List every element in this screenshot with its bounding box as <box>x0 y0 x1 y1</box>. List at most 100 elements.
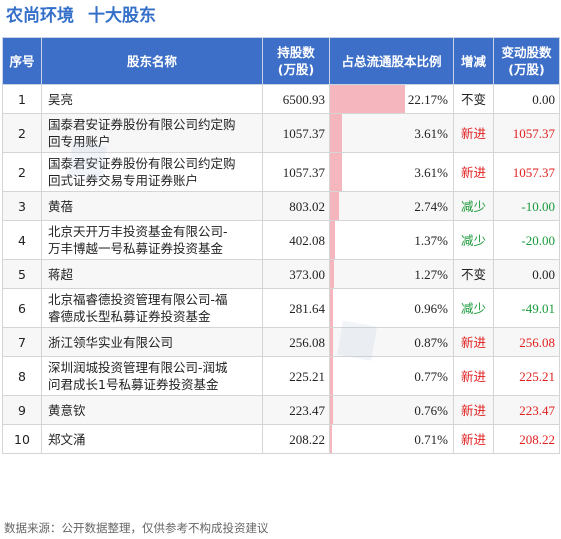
holder-name-line1: 浙江领华实业有限公司 <box>48 334 174 350</box>
ratio-text: 2.74% <box>414 198 448 214</box>
table-row: 2 国泰君安证券股份有限公司约定购 回式证券交易专用证券账户 1057.37 3.61%… <box>2 152 560 192</box>
cell-delta: 225.21 <box>493 356 560 396</box>
cell-ratio: 0.71% <box>329 424 454 454</box>
ratio-bar <box>330 425 333 453</box>
cell-delta: 0.00 <box>493 84 560 114</box>
ratio-bar <box>330 357 333 395</box>
cell-ratio: 22.17% <box>329 84 454 114</box>
cell-shares: 1057.37 <box>262 152 330 192</box>
shareholders-table: 序号 股东名称 持股数 (万股) 占总流通股本比例 增减 变动股数 (万股) 1 吴亮… <box>2 37 560 454</box>
table-row: 1 吴亮 6500.93 22.17% 不变 0.00 <box>2 84 560 114</box>
ratio-bar <box>330 328 333 356</box>
cell-shares: 373.00 <box>262 259 330 289</box>
col-header-delta: 变动股数 (万股) <box>493 37 560 85</box>
cell-ratio: 3.61% <box>329 152 454 192</box>
cell-shares: 803.02 <box>262 191 330 221</box>
cell-shares: 256.08 <box>262 327 330 357</box>
col-header-shares: 持股数 (万股) <box>262 37 330 85</box>
cell-delta: 208.22 <box>493 424 560 454</box>
cell-no: 9 <box>2 395 42 425</box>
cell-holder-name: 黄意钦 <box>41 395 263 425</box>
table-row: 9 黄意钦 223.47 0.76% 新进 223.47 <box>2 395 560 425</box>
cell-delta: 0.00 <box>493 259 560 289</box>
holder-name-line1: 黄意钦 <box>48 402 86 418</box>
ratio-bar <box>330 192 340 220</box>
cell-holder-name: 国泰君安证券股份有限公司约定购 回式证券交易专用证券账户 <box>41 152 263 192</box>
ratio-bar <box>330 260 335 288</box>
cell-delta: 256.08 <box>493 327 560 357</box>
ratio-text: 1.37% <box>414 232 448 248</box>
ratio-text: 0.76% <box>414 402 448 418</box>
cell-change: 新进 <box>453 152 494 192</box>
cell-shares: 225.21 <box>262 356 330 396</box>
cell-ratio: 1.27% <box>329 259 454 289</box>
cell-ratio: 0.77% <box>329 356 454 396</box>
holder-name-line1: 北京天开万丰投资基金有限公司- <box>48 224 228 239</box>
cell-delta: -49.01 <box>493 288 560 328</box>
ratio-text: 1.27% <box>414 266 448 282</box>
holder-name-line2: 回专用账户 <box>48 134 111 149</box>
cell-change: 减少 <box>453 220 494 260</box>
cell-change: 新进 <box>453 424 494 454</box>
holder-name-line1: 蒋超 <box>48 266 74 282</box>
cell-no: 2 <box>2 152 42 192</box>
section-title: 十大股东 <box>88 6 156 26</box>
cell-change: 减少 <box>453 288 494 328</box>
cell-ratio: 1.37% <box>329 220 454 260</box>
cell-ratio: 0.76% <box>329 395 454 425</box>
holder-name-line2: 回式证券交易专用证券账户 <box>48 173 199 188</box>
cell-shares: 1057.37 <box>262 113 330 153</box>
ratio-bar <box>330 289 334 327</box>
cell-holder-name: 吴亮 <box>41 84 263 114</box>
cell-holder-name: 郑文涌 <box>41 424 263 454</box>
cell-delta: -20.00 <box>493 220 560 260</box>
data-source-note: 数据来源：公开数据整理，仅供参考不构成投资建议 <box>4 521 269 535</box>
cell-change: 新进 <box>453 327 494 357</box>
cell-holder-name: 黄蓓 <box>41 191 263 221</box>
cell-holder-name: 浙江领华实业有限公司 <box>41 327 263 357</box>
cell-delta: 1057.37 <box>493 113 560 153</box>
holder-name-line1: 郑文涌 <box>48 431 86 447</box>
cell-change: 不变 <box>453 259 494 289</box>
cell-change: 不变 <box>453 84 494 114</box>
cell-holder-name: 北京天开万丰投资基金有限公司- 万丰博越一号私募证券投资基金 <box>41 220 263 260</box>
cell-no: 4 <box>2 220 42 260</box>
cell-shares: 402.08 <box>262 220 330 260</box>
cell-ratio: 0.96% <box>329 288 454 328</box>
col-header-ratio: 占总流通股本比例 <box>329 37 454 85</box>
cell-delta: 223.47 <box>493 395 560 425</box>
cell-change: 新进 <box>453 113 494 153</box>
col-header-name: 股东名称 <box>41 37 263 85</box>
cell-ratio: 2.74% <box>329 191 454 221</box>
holder-name-line1: 北京福睿德投资管理有限公司-福 <box>48 292 228 307</box>
ratio-text: 0.77% <box>414 368 448 384</box>
cell-shares: 6500.93 <box>262 84 330 114</box>
ratio-text: 3.61% <box>414 125 448 141</box>
table-row: 2 国泰君安证券股份有限公司约定购 回专用账户 1057.37 3.61% 新进 1057.… <box>2 113 560 153</box>
cell-delta: 1057.37 <box>493 152 560 192</box>
cell-no: 1 <box>2 84 42 114</box>
col-header-delta-line1: 变动股数 <box>501 45 552 60</box>
cell-change: 新进 <box>453 356 494 396</box>
cell-ratio: 0.87% <box>329 327 454 357</box>
cell-holder-name: 北京福睿德投资管理有限公司-福 睿德成长型私募证券投资基金 <box>41 288 263 328</box>
table-row: 6 北京福睿德投资管理有限公司-福 睿德成长型私募证券投资基金 281.64 0.96%… <box>2 288 560 328</box>
ratio-bar <box>330 114 343 152</box>
cell-no: 2 <box>2 113 42 153</box>
table-row: 3 黄蓓 803.02 2.74% 减少 -10.00 <box>2 191 560 221</box>
holder-name-line1: 国泰君安证券股份有限公司约定购 <box>48 156 236 171</box>
table-row: 10 郑文涌 208.22 0.71% 新进 208.22 <box>2 424 560 454</box>
page-title: 农尚环境 十大股东 <box>6 4 156 28</box>
holder-name-line2: 万丰博越一号私募证券投资基金 <box>48 241 224 256</box>
holder-name-line1: 深圳润城投资管理有限公司-润城 <box>48 360 228 375</box>
cell-delta: -10.00 <box>493 191 560 221</box>
table-header: 序号 股东名称 持股数 (万股) 占总流通股本比例 增减 变动股数 (万股) <box>2 37 560 85</box>
cell-no: 5 <box>2 259 42 289</box>
ratio-bar <box>330 85 406 113</box>
ratio-bar <box>330 396 333 424</box>
holder-name-line2: 睿德成长型私募证券投资基金 <box>48 309 211 324</box>
ratio-bar <box>330 153 343 191</box>
col-header-shares-line2: (万股) <box>277 62 315 77</box>
cell-shares: 223.47 <box>262 395 330 425</box>
cell-no: 6 <box>2 288 42 328</box>
